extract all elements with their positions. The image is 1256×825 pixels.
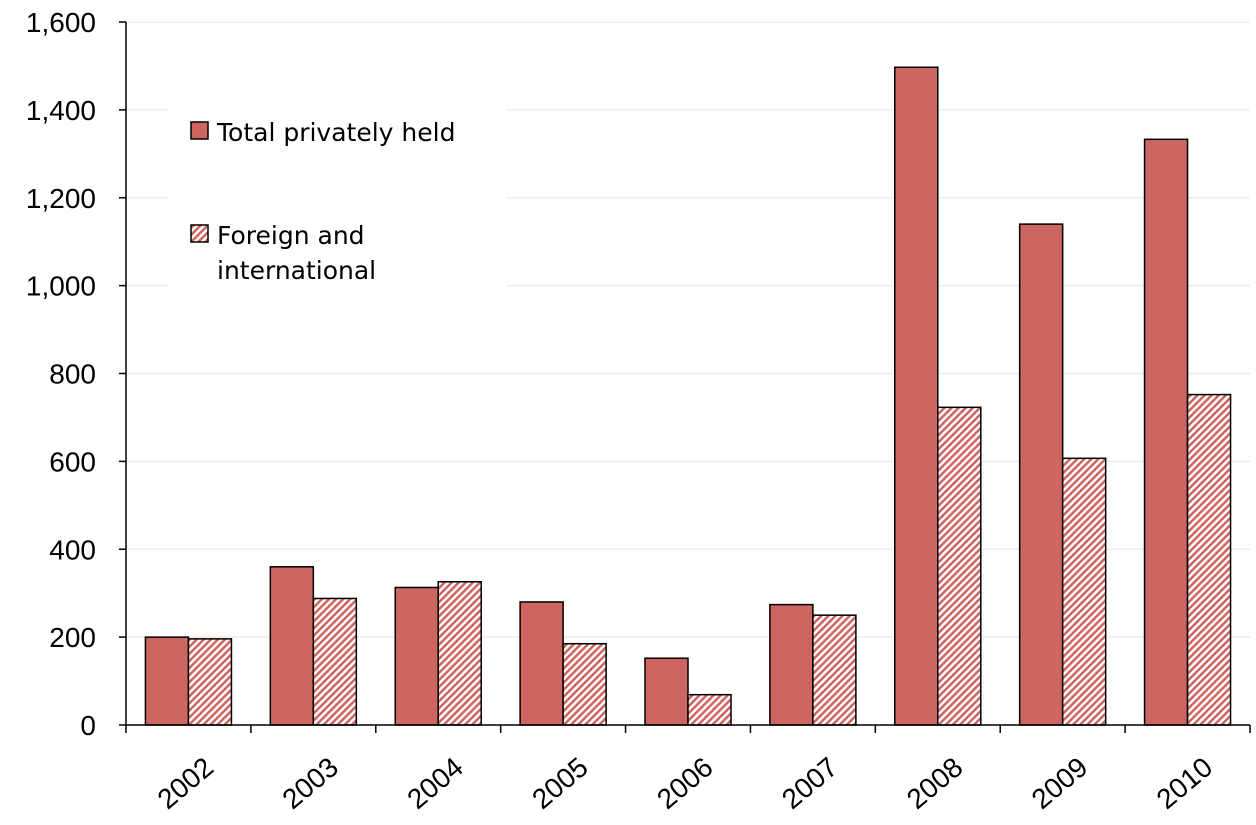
- x-tick-label: 2008: [901, 751, 969, 815]
- bars: [144, 66, 1232, 726]
- legend-label-line-1: Foreign and: [217, 221, 365, 250]
- bar-total-privately-held-2008: [894, 66, 939, 726]
- bar-foreign-and-international-2010: [1186, 393, 1232, 726]
- bar-total-privately-held-2002: [144, 636, 190, 726]
- bar-total-privately-held-2010: [1143, 138, 1189, 726]
- legend-label-line-2: international: [217, 256, 376, 285]
- x-tick-label: 2009: [1026, 751, 1094, 815]
- y-tick-label: 1,000: [26, 271, 96, 302]
- x-tick-label: 2010: [1151, 751, 1219, 815]
- legend-background: [168, 90, 506, 300]
- x-tick-label: 2003: [276, 751, 344, 815]
- bar-total-privately-held-2006: [644, 657, 689, 726]
- y-tick-label: 1,400: [26, 95, 96, 126]
- legend-label-total-privately-held: Total privately held: [216, 118, 455, 147]
- bar-total-privately-held-2004: [394, 586, 439, 726]
- bar-total-privately-held-2007: [769, 603, 814, 726]
- bar-foreign-and-international-2004: [437, 581, 482, 726]
- y-tick-label: 1,200: [26, 183, 96, 214]
- bar-foreign-and-international-2003: [312, 597, 358, 726]
- bar-total-privately-held-2009: [1018, 223, 1064, 726]
- bar-foreign-and-international-2006: [687, 693, 732, 726]
- bar-foreign-and-international-2007: [812, 614, 857, 726]
- bar-foreign-and-international-2005: [562, 642, 607, 726]
- y-tick-label: 200: [49, 622, 96, 653]
- x-tick-label: 2007: [776, 751, 844, 815]
- y-tick-label: 0: [80, 710, 96, 741]
- x-tick-label: 2004: [401, 751, 469, 815]
- y-tick-label: 800: [49, 359, 96, 390]
- y-tick-label: 400: [49, 534, 96, 565]
- bar-foreign-and-international-2002: [187, 638, 233, 726]
- bar-foreign-and-international-2008: [937, 406, 982, 726]
- legend-label-foreign-and-international: Foreign and international: [217, 221, 376, 285]
- legend-swatch-total-privately-held: [190, 121, 209, 140]
- y-tick-label: 1,600: [26, 7, 96, 38]
- bar-total-privately-held-2003: [269, 566, 315, 726]
- bar-foreign-and-international-2009: [1061, 457, 1107, 726]
- x-tick-label: 2002: [152, 751, 220, 815]
- bar-total-privately-held-2005: [519, 601, 564, 726]
- y-axis-ticks: 0 200 400 600 800 1,000 1,200 1,400 1,600: [26, 7, 126, 741]
- legend: Total privately held Foreign and interna…: [168, 90, 506, 300]
- y-tick-label: 600: [49, 446, 96, 477]
- x-axis-ticks: 2002 2003 2004 2005 2006 2007 2008 2009 2010: [125, 725, 1251, 815]
- legend-swatch-foreign-and-international: [190, 224, 209, 243]
- x-tick-label: 2005: [526, 751, 594, 815]
- x-tick-label: 2006: [651, 751, 719, 815]
